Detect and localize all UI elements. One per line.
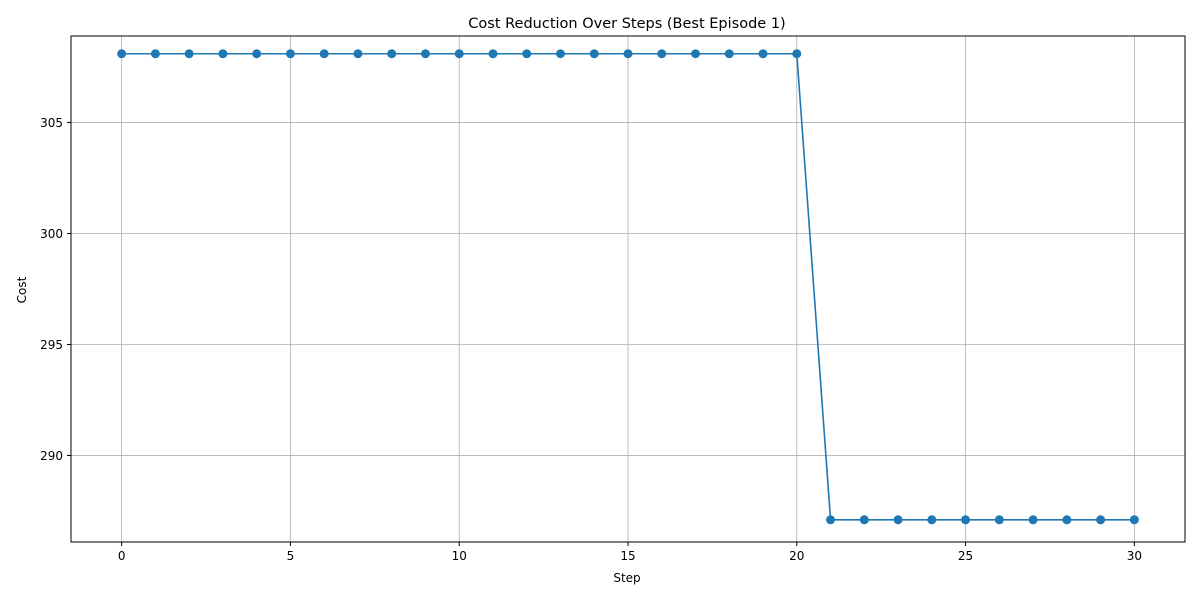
data-point [252, 49, 262, 59]
chart-title: Cost Reduction Over Steps (Best Episode … [468, 16, 785, 32]
data-point [555, 49, 565, 59]
y-tick-label: 300 [40, 227, 63, 241]
data-point [117, 49, 127, 59]
y-tick-label: 305 [40, 116, 63, 130]
data-point [792, 49, 802, 59]
data-point [387, 49, 397, 59]
grid-lines [71, 36, 1185, 542]
data-point [353, 49, 363, 59]
data-point [218, 49, 228, 59]
data-point [724, 49, 734, 59]
data-point [1129, 515, 1139, 525]
axis-ticks: 0 5 10 15 20 25 30 290 295 300 305 [40, 116, 1142, 563]
y-tick-label: 295 [40, 338, 63, 352]
data-point [1028, 515, 1038, 525]
x-tick-label: 10 [452, 549, 467, 563]
y-tick-label: 290 [40, 449, 63, 463]
data-point [285, 49, 295, 59]
data-point [758, 49, 768, 59]
data-point [994, 515, 1004, 525]
data-point [927, 515, 937, 525]
data-point [522, 49, 532, 59]
data-point [826, 515, 836, 525]
series-layer [117, 49, 1139, 525]
x-tick-label: 25 [958, 549, 973, 563]
x-tick-label: 30 [1127, 549, 1142, 563]
data-point [691, 49, 701, 59]
data-point [623, 49, 633, 59]
data-point [488, 49, 498, 59]
data-point [150, 49, 160, 59]
data-point [420, 49, 430, 59]
data-point [859, 515, 869, 525]
x-tick-label: 0 [118, 549, 126, 563]
data-point [1062, 515, 1072, 525]
x-tick-label: 15 [620, 549, 635, 563]
data-point [589, 49, 599, 59]
x-tick-label: 5 [287, 549, 295, 563]
data-point [184, 49, 194, 59]
data-point [961, 515, 971, 525]
data-point [1096, 515, 1106, 525]
x-tick-label: 20 [789, 549, 804, 563]
x-axis-label: Step [613, 571, 640, 585]
y-axis-label: Cost [15, 276, 29, 303]
data-point [893, 515, 903, 525]
data-point [454, 49, 464, 59]
data-point [319, 49, 329, 59]
data-point [657, 49, 667, 59]
